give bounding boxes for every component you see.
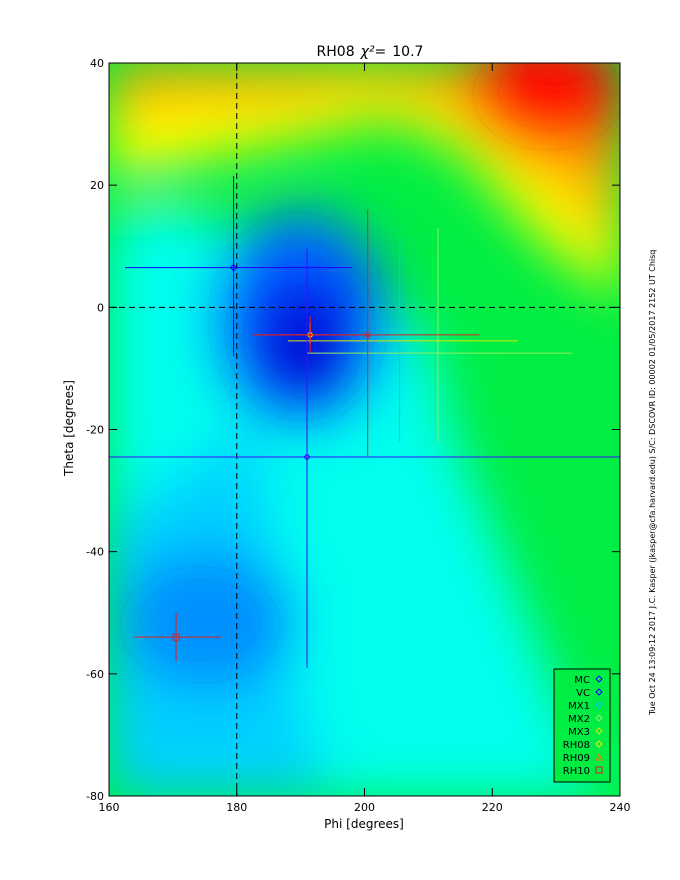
legend: MC VC MX1 MX2 MX3 RH08 RH09 RH10 — [553, 668, 611, 783]
reference-lines — [109, 63, 620, 796]
title-chi: χ²= — [360, 44, 387, 60]
y-tick-label: -60 — [86, 668, 104, 681]
y-axis-label: Theta [degrees] — [62, 380, 76, 477]
x-tick-label: 220 — [482, 801, 503, 814]
x-tick-label: 200 — [354, 801, 375, 814]
x-tick-label: 180 — [226, 801, 247, 814]
data-point — [134, 612, 221, 662]
x-tick-label: 160 — [99, 801, 120, 814]
title-value: 10.7 — [392, 44, 423, 60]
title-prefix: RH08 — [317, 44, 355, 60]
contour-background — [109, 63, 620, 796]
legend-marker — [595, 688, 603, 696]
point-marker — [172, 633, 180, 641]
legend-box — [553, 668, 611, 783]
point-marker — [303, 453, 311, 461]
point-marker — [363, 331, 372, 339]
y-tick-label: 0 — [97, 301, 104, 314]
side-annotation: Tue Oct 24 13:09:12 2017 J.C. Kasper (jk… — [648, 249, 657, 715]
point-marker — [229, 263, 238, 272]
legend-label: VC — [576, 688, 590, 699]
legend-label: MX1 — [568, 701, 590, 712]
data-marks — [109, 176, 620, 668]
y-tick-label: -40 — [86, 546, 104, 559]
x-tick-label: 240 — [610, 801, 631, 814]
legend-marker — [595, 740, 603, 748]
legend-label: RH08 — [563, 740, 590, 751]
legend-marker — [595, 766, 603, 774]
y-tick-label: -80 — [86, 790, 104, 803]
data-point — [124, 176, 352, 357]
y-tick-label: -20 — [86, 424, 104, 437]
legend-marker — [595, 752, 603, 761]
legend-label: MX2 — [568, 714, 590, 725]
legend-marker — [595, 701, 603, 709]
legend-marker — [595, 714, 603, 722]
legend-label: MX3 — [568, 727, 590, 738]
data-point — [109, 249, 620, 668]
y-tick-label: 40 — [90, 57, 104, 70]
y-tick-label: 20 — [90, 179, 104, 192]
legend-marker — [595, 727, 603, 735]
x-axis-label: Phi [degrees] — [324, 817, 404, 831]
chart-title: RH08 χ²= 10.7 — [317, 44, 424, 60]
legend-label: RH10 — [563, 766, 590, 777]
legend-items: MC VC MX1 MX2 MX3 RH08 RH09 RH10 — [563, 675, 603, 777]
legend-label: MC — [574, 675, 590, 686]
contour-rings — [119, 63, 620, 684]
data-point — [252, 316, 365, 354]
legend-label: RH09 — [563, 753, 590, 764]
legend-marker — [595, 675, 603, 683]
